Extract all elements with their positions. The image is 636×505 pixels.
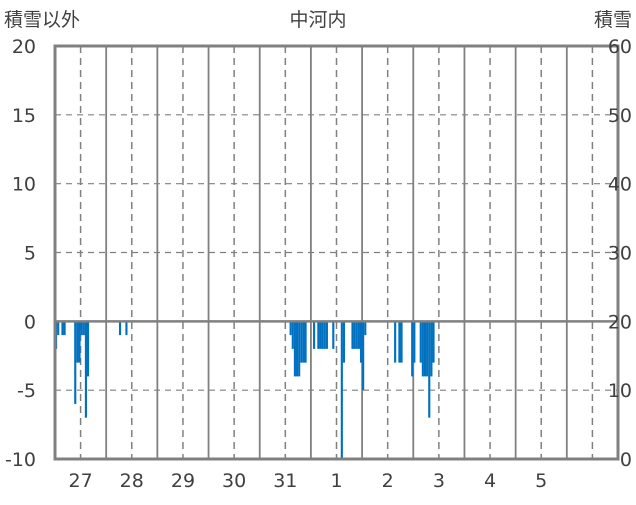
bar (289, 321, 292, 336)
bar (325, 321, 328, 349)
bar (398, 321, 401, 363)
bar (300, 321, 303, 363)
x-tick-label: 28 (120, 470, 144, 492)
bar (357, 321, 360, 349)
left-axis-label: 積雪以外 (4, 9, 80, 31)
left-tick-label: 5 (24, 243, 36, 265)
bar (323, 321, 326, 349)
bar (63, 321, 66, 336)
x-tick-label: 4 (484, 470, 496, 492)
right-tick-label: 20 (608, 311, 632, 333)
chart-title: 中河内 (289, 9, 346, 31)
bar (342, 321, 346, 363)
x-tick-label: 27 (68, 470, 92, 492)
right-tick-label: 30 (608, 243, 632, 265)
bar (298, 321, 301, 377)
bar (82, 321, 85, 336)
plot-frame (53, 44, 620, 461)
bar (302, 321, 305, 363)
right-tick-label: 60 (608, 36, 632, 58)
frame (53, 44, 620, 461)
bar (84, 321, 87, 418)
bar (78, 321, 81, 363)
bar (411, 321, 414, 377)
left-tick-label: -10 (5, 449, 36, 471)
bar (353, 321, 356, 349)
right-tick-label: 40 (608, 174, 632, 196)
bar (421, 321, 424, 377)
bar (359, 321, 363, 363)
grid (55, 46, 618, 459)
bar (340, 321, 343, 459)
bar (57, 321, 60, 336)
bar (319, 321, 322, 349)
x-tick-label: 1 (330, 470, 342, 492)
bar (362, 321, 365, 391)
left-tick-label: 0 (24, 311, 36, 333)
bar (351, 321, 354, 349)
bar (426, 321, 429, 377)
x-tick-label: 30 (222, 470, 246, 492)
left-tick-label: 15 (12, 105, 36, 127)
bar (419, 321, 422, 363)
bar (61, 321, 64, 336)
bar (118, 321, 122, 336)
bar (332, 321, 335, 349)
bar (291, 321, 294, 349)
right-tick-label: 10 (608, 380, 632, 402)
bar (295, 321, 299, 377)
bars (55, 321, 435, 459)
bar (364, 321, 367, 336)
bar (423, 321, 427, 377)
right-tick-label: 50 (608, 105, 632, 127)
bar (432, 321, 435, 363)
bar (400, 321, 403, 363)
bar (321, 321, 324, 349)
bar (293, 321, 296, 377)
bar (304, 321, 307, 363)
bar (125, 321, 128, 336)
right-tick-label: 0 (620, 449, 632, 471)
bar (74, 321, 77, 404)
x-tick-label: 3 (433, 470, 445, 492)
left-tick-label: 10 (12, 174, 36, 196)
bar (413, 321, 416, 363)
x-tick-label: 5 (535, 470, 547, 492)
bar (394, 321, 397, 363)
bar (317, 321, 320, 349)
bar (428, 321, 431, 418)
x-tick-label: 2 (382, 470, 394, 492)
bar (76, 321, 79, 363)
right-axis-label: 積雪 (594, 9, 632, 31)
bar (313, 321, 316, 349)
bar (80, 321, 83, 336)
tick-labels: -10 -5 0 5 10 15 20 0 10 20 30 40 50 60 27 28 29 30 31 1 2 3 4… (5, 36, 632, 492)
bar (430, 321, 433, 377)
bar (355, 321, 358, 349)
x-tick-label: 29 (171, 470, 195, 492)
bar (86, 321, 90, 377)
x-tick-label: 31 (273, 470, 297, 492)
left-tick-label: -5 (17, 380, 36, 402)
left-tick-label: 20 (12, 36, 36, 58)
